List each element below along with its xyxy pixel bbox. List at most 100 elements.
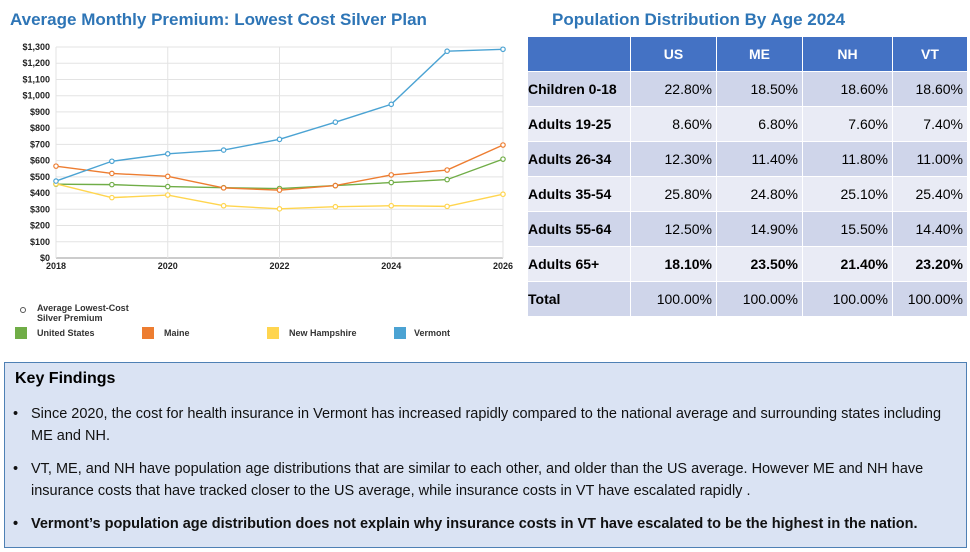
legend-swatch-nh	[267, 327, 279, 339]
x-tick-label: 2020	[158, 261, 178, 271]
data-point-new-hampshire	[164, 192, 171, 198]
row-label: Adults 19-25	[527, 106, 631, 142]
y-tick-label: $700	[30, 139, 50, 149]
table-cell: 11.00%	[892, 141, 968, 177]
legend-label-vt: Vermont	[414, 328, 451, 338]
table-cell: 7.40%	[892, 106, 968, 142]
table-cell: 18.10%	[630, 246, 717, 282]
legend-marker-icon	[20, 307, 26, 313]
data-point-vermont	[164, 150, 171, 157]
table-row: Adults 19-25 8.60% 6.80% 7.60% 7.40%	[527, 106, 968, 142]
table-row: Adults 35-54 25.80% 24.80% 25.10% 25.40%	[527, 176, 968, 212]
data-point-new-hampshire	[500, 191, 506, 198]
legend-label-nh: New Hampshire	[289, 328, 357, 338]
legend-label-me: Maine	[164, 328, 190, 338]
data-point-vermont	[276, 136, 283, 143]
table-cell: 11.80%	[802, 141, 893, 177]
data-point-new-hampshire	[332, 203, 339, 210]
chart-title: Average Monthly Premium: Lowest Cost Sil…	[10, 10, 427, 29]
table-cell: 8.60%	[630, 106, 717, 142]
y-tick-label: $1,200	[22, 58, 50, 68]
row-label: Adults 65+	[527, 246, 631, 282]
finding-text: Since 2020, the cost for health insuranc…	[31, 406, 942, 444]
table-cell: 22.80%	[630, 71, 717, 107]
findings-list: • Since 2020, the cost for health insuran…	[5, 403, 961, 546]
data-point-maine	[276, 187, 283, 193]
data-point-new-hampshire	[220, 202, 227, 209]
header-corner	[527, 36, 631, 72]
legend-swatch-vt	[394, 327, 406, 339]
y-tick-label: $400	[30, 188, 50, 198]
legend-marker-label: Average Lowest-Cost Silver Premium	[37, 303, 129, 323]
table-cell: 18.60%	[892, 71, 968, 107]
y-tick-label: $900	[30, 107, 50, 117]
finding-item: • VT, ME, and NH have population age dist…	[13, 458, 961, 502]
row-label: Adults 26-34	[527, 141, 631, 177]
key-findings-panel: Key Findings • Since 2020, the cost for h…	[4, 362, 967, 548]
data-point-maine	[444, 167, 450, 173]
table-cell: 25.10%	[802, 176, 893, 212]
legend-label-us: United States	[37, 328, 95, 338]
bullet-icon: •	[13, 406, 19, 422]
data-point-vermont	[332, 119, 339, 125]
data-point-new-hampshire	[276, 206, 283, 212]
header-nh: NH	[802, 36, 893, 72]
x-tick-label: 2026	[493, 261, 513, 271]
data-point-vermont	[500, 46, 506, 53]
legend-swatch-me	[142, 327, 154, 339]
data-point-vermont	[388, 101, 395, 108]
table-row: Adults 55-64 12.50% 14.90% 15.50% 14.40%	[527, 211, 968, 247]
table-cell: 24.80%	[716, 176, 803, 212]
data-point-maine	[220, 185, 227, 191]
y-tick-label: $300	[30, 204, 50, 214]
y-tick-label: $1,000	[22, 91, 50, 101]
bullet-icon: •	[13, 516, 19, 532]
table-cell: 100.00%	[892, 281, 968, 317]
data-point-maine	[109, 170, 115, 177]
premium-line-chart: $0 $100 $200 $300 $400 $500 $600 $700 $800 $900 $1…	[22, 42, 513, 271]
y-tick-label: $800	[30, 123, 50, 133]
x-tick-label: 2018	[46, 261, 66, 271]
row-label: Total	[527, 281, 631, 317]
data-point-maine	[164, 173, 171, 180]
data-point-vermont	[109, 158, 115, 165]
data-point-maine	[332, 182, 339, 189]
finding-text: Vermont’s population age distribution do…	[31, 516, 918, 532]
table-row: Adults 65+ 18.10% 23.50% 21.40% 23.20%	[527, 246, 968, 282]
table-header-row: US ME NH VT	[527, 36, 968, 72]
table-cell: 12.30%	[630, 141, 717, 177]
row-label: Children 0-18	[527, 71, 631, 107]
finding-item: • Vermont’s population age distribution d…	[13, 513, 961, 535]
header-us: US	[630, 36, 717, 72]
table-cell: 14.90%	[716, 211, 803, 247]
data-point-vermont	[220, 147, 227, 153]
table-cell: 23.50%	[716, 246, 803, 282]
table-cell: 100.00%	[802, 281, 893, 317]
table-cell: 12.50%	[630, 211, 717, 247]
table-cell: 21.40%	[802, 246, 893, 282]
table-cell: 25.40%	[892, 176, 968, 212]
row-label: Adults 35-54	[527, 176, 631, 212]
data-point-new-hampshire	[388, 202, 395, 209]
data-point-united-states	[109, 181, 115, 188]
table-cell: 25.80%	[630, 176, 717, 212]
finding-item: • Since 2020, the cost for health insuran…	[13, 403, 961, 447]
table-cell: 23.20%	[892, 246, 968, 282]
data-point-vermont	[444, 48, 450, 55]
bullet-icon: •	[13, 461, 19, 477]
data-point-maine	[500, 142, 506, 148]
findings-title: Key Findings	[15, 370, 116, 387]
data-point-maine	[53, 163, 59, 169]
table-title: Population Distribution By Age 2024	[552, 10, 846, 29]
data-point-united-states	[500, 156, 506, 162]
y-tick-label: $100	[30, 237, 50, 247]
table-cell: 100.00%	[716, 281, 803, 317]
data-point-vermont	[53, 178, 59, 184]
header-me: ME	[716, 36, 803, 72]
table-cell: 18.60%	[802, 71, 893, 107]
population-table: US ME NH VT Children 0-18 22.80% 18.50% …	[527, 36, 968, 317]
table-cell: 18.50%	[716, 71, 803, 107]
y-tick-label: $1,100	[22, 74, 50, 84]
x-tick-label: 2022	[269, 261, 289, 271]
table-row: Children 0-18 22.80% 18.50% 18.60% 18.60…	[527, 71, 968, 107]
